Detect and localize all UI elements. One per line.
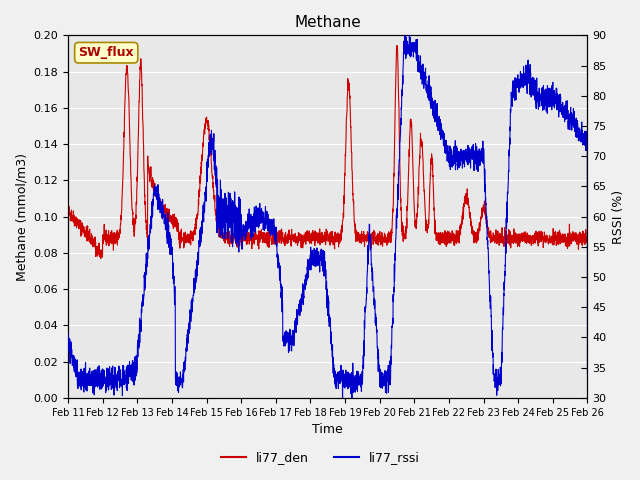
Y-axis label: RSSI (%): RSSI (%) xyxy=(612,190,625,244)
Y-axis label: Methane (mmol/m3): Methane (mmol/m3) xyxy=(15,153,28,281)
X-axis label: Time: Time xyxy=(312,423,343,436)
Legend: li77_den, li77_rssi: li77_den, li77_rssi xyxy=(216,446,424,469)
Text: SW_flux: SW_flux xyxy=(79,46,134,59)
Title: Methane: Methane xyxy=(294,15,361,30)
